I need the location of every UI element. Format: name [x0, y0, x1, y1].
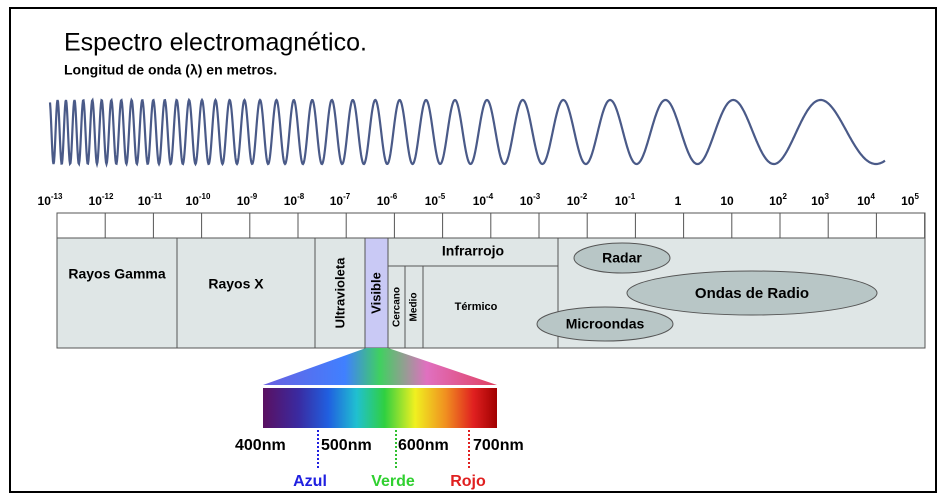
tick-base: 10	[138, 194, 152, 208]
tick-exp: 4	[870, 192, 875, 201]
tick-label: 10-3	[520, 192, 541, 208]
tick-label: 10-6	[377, 192, 398, 208]
tick-exp: -2	[580, 192, 588, 201]
tick-exp: 2	[782, 192, 787, 201]
tick-label: 10-4	[473, 192, 494, 208]
color-label: Rojo	[450, 473, 486, 490]
tick-exp: -8	[297, 192, 305, 201]
tick-base: 10	[330, 194, 344, 208]
tick-exp: -4	[486, 192, 494, 201]
tick-label: 10-9	[237, 192, 258, 208]
tick-label: 10-2	[567, 192, 588, 208]
tick-base: 10	[186, 194, 200, 208]
tick-label: 10-11	[138, 192, 163, 208]
tick-base: 10	[473, 194, 487, 208]
tick-exp: -9	[250, 192, 258, 201]
tick-base: 10	[567, 194, 581, 208]
nm-label: 500nm	[321, 437, 372, 454]
tick-base: 10	[615, 194, 629, 208]
band-label: Microondas	[566, 316, 645, 332]
ellipse	[536, 306, 674, 342]
tick-base: 10	[38, 194, 52, 208]
wave	[48, 97, 886, 169]
tick-exp: -5	[438, 192, 446, 201]
markers	[317, 430, 470, 470]
tick-exp: -3	[533, 192, 541, 201]
tick-label: 103	[811, 192, 829, 208]
tick-base: 10	[857, 194, 871, 208]
band-label: Infrarrojo	[442, 243, 504, 259]
scale-labels: 10-13 10-12 10-11 10-10 10-9 10-8 10-7 10-6 10-5…	[38, 192, 920, 208]
nm-label: 400nm	[235, 437, 286, 454]
tick-label: 10-5	[425, 192, 446, 208]
tick-label: 102	[769, 192, 787, 208]
tick-label: 10-13	[38, 192, 63, 208]
band-label: Ondas de Radio	[695, 285, 809, 302]
color-label: Verde	[371, 473, 415, 490]
tick-exp: -6	[390, 192, 398, 201]
tick-exp: 3	[824, 192, 829, 201]
subtitle: Longitud de onda (λ) en metros.	[64, 62, 277, 78]
color-label: Azul	[293, 473, 327, 490]
tick-exp: -13	[51, 192, 63, 201]
tick-exp: 5	[914, 192, 919, 201]
tick-label: 10	[720, 194, 734, 208]
tick-exp: -7	[343, 192, 351, 201]
tick-base: 1	[675, 194, 682, 208]
tick-base: 10	[89, 194, 103, 208]
band-label: Rayos X	[208, 276, 264, 292]
tick-label: 10-8	[284, 192, 305, 208]
tick-exp: -11	[151, 192, 163, 201]
rainbow	[263, 388, 497, 428]
band-label: Rayos Gamma	[68, 266, 165, 282]
band-label: Cercano	[392, 287, 403, 327]
tick-label: 10-10	[186, 192, 211, 208]
band-label: Visible	[368, 272, 383, 314]
nm-label: 700nm	[473, 437, 524, 454]
tick-label: 10-1	[615, 192, 636, 208]
band-label: Ultravioleta	[332, 257, 347, 329]
band-label: Radar	[602, 250, 642, 266]
tick-base: 10	[237, 194, 251, 208]
title: Espectro electromagnético.	[64, 29, 367, 57]
band-label: Térmico	[455, 301, 498, 313]
tick-base: 10	[284, 194, 298, 208]
visible-fan	[263, 348, 497, 385]
ellipse	[573, 242, 671, 274]
ellipse	[626, 270, 878, 316]
tick-base: 10	[377, 194, 391, 208]
tick-base: 10	[720, 194, 734, 208]
tick-base: 10	[901, 194, 915, 208]
tick-exp: -1	[628, 192, 636, 201]
tick-label: 104	[857, 192, 875, 208]
tick-base: 10	[811, 194, 825, 208]
tick-base: 10	[520, 194, 534, 208]
tick-label: 10-12	[89, 192, 114, 208]
tick-label: 1	[675, 194, 682, 208]
band-label: Medio	[409, 293, 420, 322]
tick-label: 10-7	[330, 192, 351, 208]
tick-base: 10	[769, 194, 783, 208]
tick-base: 10	[425, 194, 439, 208]
tick-exp: -10	[199, 192, 211, 201]
ruler	[56, 212, 926, 239]
tick-label: 105	[901, 192, 919, 208]
tick-exp: -12	[102, 192, 114, 201]
nm-label: 600nm	[398, 437, 449, 454]
